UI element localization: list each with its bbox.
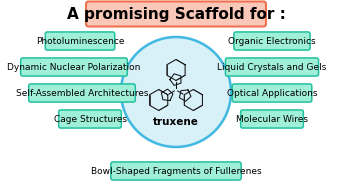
FancyBboxPatch shape — [59, 110, 121, 128]
Text: Liquid Crystals and Gels: Liquid Crystals and Gels — [217, 63, 327, 71]
Circle shape — [121, 37, 231, 147]
FancyBboxPatch shape — [111, 162, 241, 180]
FancyBboxPatch shape — [86, 2, 266, 26]
FancyBboxPatch shape — [21, 58, 127, 76]
Text: Molecular Wires: Molecular Wires — [236, 115, 308, 123]
Text: Photoluminescence: Photoluminescence — [36, 36, 124, 46]
Text: Optical Applications: Optical Applications — [227, 88, 317, 98]
Text: Dynamic Nuclear Polarization: Dynamic Nuclear Polarization — [7, 63, 141, 71]
FancyBboxPatch shape — [234, 32, 310, 50]
FancyBboxPatch shape — [225, 58, 319, 76]
FancyBboxPatch shape — [232, 84, 312, 102]
Text: truxene: truxene — [153, 117, 199, 127]
FancyBboxPatch shape — [45, 32, 115, 50]
Text: Cage Structures: Cage Structures — [54, 115, 126, 123]
FancyBboxPatch shape — [241, 110, 303, 128]
Text: A promising Scaffold for :: A promising Scaffold for : — [67, 6, 285, 22]
Text: Self-Assembled Architectures: Self-Assembled Architectures — [16, 88, 148, 98]
Text: Organic Electronics: Organic Electronics — [228, 36, 316, 46]
Text: Bowl-Shaped Fragments of Fullerenes: Bowl-Shaped Fragments of Fullerenes — [91, 167, 261, 176]
FancyBboxPatch shape — [29, 84, 135, 102]
